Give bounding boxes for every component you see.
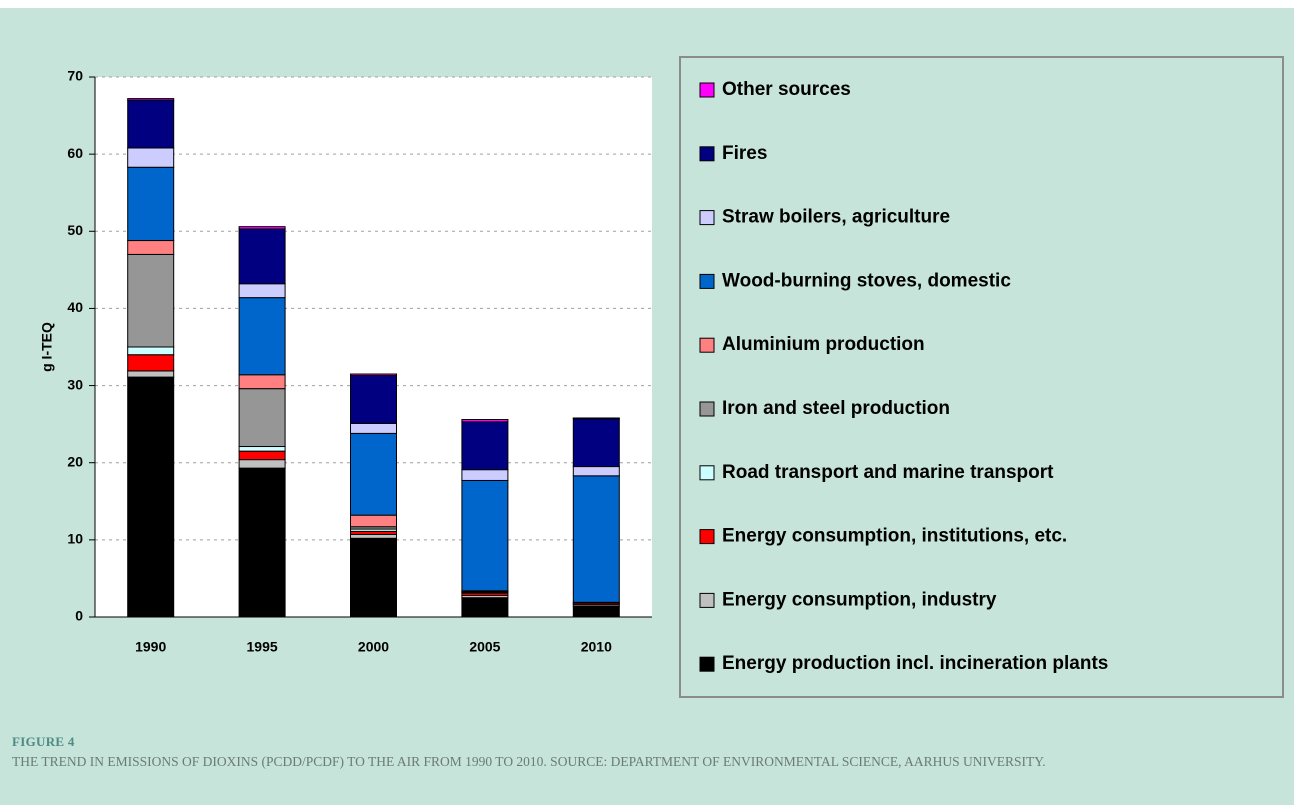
x-tick-label: 1990	[135, 639, 166, 655]
bar-segment	[572, 475, 620, 603]
bar-segment	[238, 446, 286, 452]
bar-segment	[350, 533, 397, 539]
bar-segment	[238, 450, 286, 461]
legend-label: Energy consumption, industry	[722, 589, 997, 610]
bar-segment	[238, 283, 286, 299]
legend-swatch	[699, 210, 715, 226]
bar-segment	[461, 597, 509, 618]
bar-segment	[461, 469, 509, 481]
legend-label: Energy production incl. incineration pla…	[722, 653, 1108, 674]
bar-segment	[572, 418, 620, 468]
x-tick-label: 1995	[247, 639, 278, 655]
bar-segment	[238, 226, 286, 230]
y-tick-label: 0	[75, 608, 83, 624]
bar-segment	[127, 166, 175, 242]
bar-segment	[127, 240, 175, 255]
legend-swatch	[699, 82, 715, 98]
bar-segment	[350, 537, 397, 618]
legend-label: Iron and steel production	[722, 398, 950, 419]
legend-swatch	[699, 401, 715, 417]
bar-segment	[238, 228, 286, 285]
bar-segment	[127, 99, 175, 149]
bar-segment	[461, 419, 509, 423]
bar-segment	[238, 467, 286, 618]
y-axis-label: g I-TEQ	[39, 322, 55, 372]
legend-label: Fires	[722, 143, 767, 164]
legend-label: Straw boilers, agriculture	[722, 207, 950, 228]
bar-segment	[461, 479, 509, 592]
x-tick-label: 2000	[358, 639, 389, 655]
y-tick-label: 50	[67, 222, 83, 238]
bar-segment	[238, 459, 286, 469]
bar-segment	[350, 375, 397, 424]
legend-swatch	[699, 529, 715, 545]
x-tick-label: 2005	[469, 639, 500, 655]
bar-segment	[238, 374, 286, 390]
bar-segment	[127, 346, 175, 356]
legend-swatch	[699, 465, 715, 481]
bar-segment	[350, 514, 397, 528]
bar-segment	[127, 98, 175, 101]
y-tick-label: 60	[67, 145, 83, 161]
bar-segment	[127, 376, 175, 618]
figure-label: FIGURE 4	[12, 734, 75, 749]
bar-segment	[127, 370, 175, 378]
y-tick-label: 70	[67, 68, 83, 84]
bar-segment	[572, 605, 620, 618]
y-tick-label: 20	[67, 453, 83, 469]
legend-swatch	[699, 656, 715, 672]
x-tick-label: 2010	[581, 639, 612, 655]
legend-label: Road transport and marine transport	[722, 462, 1054, 483]
legend-label: Wood-burning stoves, domestic	[722, 270, 1011, 291]
legend-label: Energy consumption, institutions, etc.	[722, 526, 1067, 547]
bar-segment	[461, 421, 509, 471]
legend-swatch	[699, 146, 715, 162]
y-tick-label: 30	[67, 376, 83, 392]
bar-segment	[350, 373, 397, 377]
bar-segment	[572, 417, 620, 420]
legend-label: Aluminium production	[722, 334, 925, 355]
bar-segment	[572, 466, 620, 477]
legend-box	[679, 56, 1284, 698]
y-tick-label: 10	[67, 531, 83, 547]
bar-segment	[350, 422, 397, 434]
legend-swatch	[699, 273, 715, 289]
bar-segment	[127, 147, 175, 168]
legend-swatch	[699, 337, 715, 353]
bar-segment	[238, 388, 286, 448]
bar-segment	[127, 354, 175, 372]
legend-swatch	[699, 592, 715, 608]
bar-segment	[350, 432, 397, 516]
legend-label: Other sources	[722, 79, 851, 100]
y-tick-label: 40	[67, 299, 83, 315]
figure-caption: THE TREND IN EMISSIONS OF DIOXINS (PCDD/…	[12, 754, 1046, 769]
bar-segment	[127, 253, 175, 348]
bar-segment	[238, 297, 286, 376]
